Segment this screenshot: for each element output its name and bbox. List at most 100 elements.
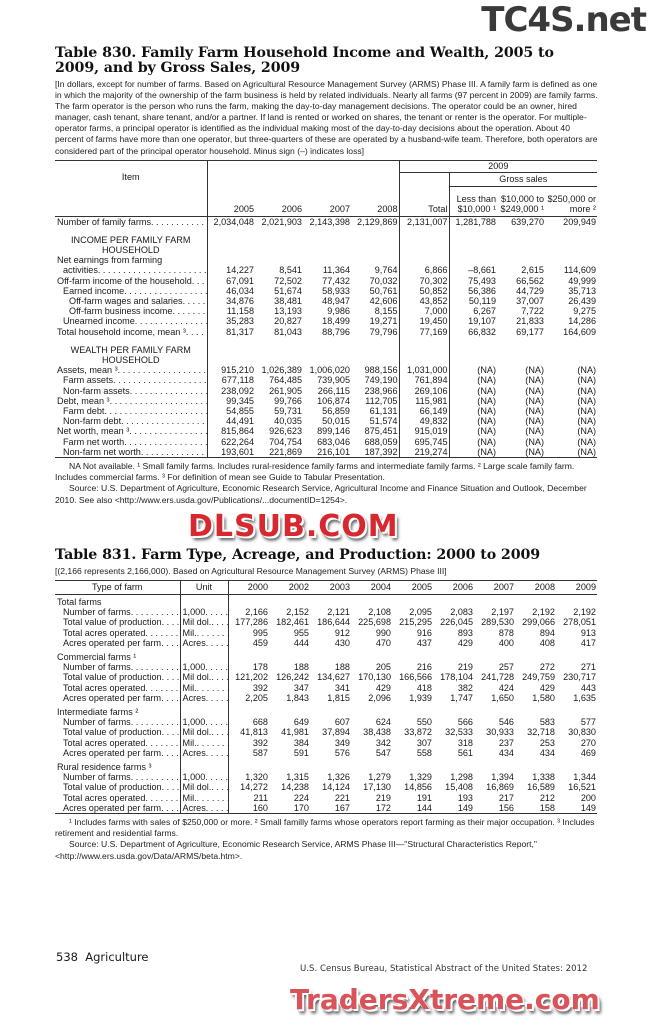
unit-text: 1,000 xyxy=(182,607,206,618)
cell-value: 704,754 xyxy=(269,436,302,447)
cell-value: 30,933 xyxy=(486,727,514,738)
unit-text: Mil dol. xyxy=(182,672,212,683)
cell-value: 21,833 xyxy=(516,316,544,327)
cell-value: 149 xyxy=(457,802,473,813)
cell-value: 14,856 xyxy=(404,782,432,793)
row-label: Off-farm wages and salaries xyxy=(55,296,207,306)
cell-value: 2,192 xyxy=(573,607,596,618)
cell-value: 1,635 xyxy=(573,692,596,703)
cell-value: 1,298 xyxy=(450,772,473,783)
table-row: Number of farms 1,000 178 188 188 205 216 219 25… xyxy=(55,662,597,673)
table-831-footnotes: ¹ Includes farms with sales of $250,000 … xyxy=(55,817,600,862)
cell-value: 191 xyxy=(416,792,432,803)
cell-value: 266,115 xyxy=(317,385,350,396)
cell-value: 566 xyxy=(457,717,473,728)
section-heading: WEALTH PER FAMILY FARM HOUSEHOLD xyxy=(70,344,191,365)
cell-value: 2,095 xyxy=(409,607,432,618)
cell-value: 2,205 xyxy=(227,692,269,703)
cell-value: 424 xyxy=(498,682,514,693)
cell-value: (NA) xyxy=(448,365,497,376)
cell-value: 216 xyxy=(416,662,432,673)
cell-value: 30,830 xyxy=(568,727,596,738)
cell-value: 1,338 xyxy=(532,772,555,783)
row-label-text: Farm assets xyxy=(63,375,114,386)
cell-value: 253 xyxy=(539,737,555,748)
cell-value: 224 xyxy=(293,792,309,803)
cell-value: 915,019 xyxy=(398,426,449,437)
cell-value: 216,101 xyxy=(317,446,350,457)
cell-value: 170 xyxy=(293,802,309,813)
table-row: Off-farm income of the household 67,091 72… xyxy=(55,275,597,286)
header-2009: 2009 xyxy=(398,160,598,173)
cell-value: 550 xyxy=(416,717,432,728)
row-label: Off-farm income of the household xyxy=(55,276,207,286)
cell-value: 1,329 xyxy=(409,772,432,783)
cell-value: 215,295 xyxy=(399,617,432,628)
cell-value: 134,627 xyxy=(317,672,350,683)
cell-value: 270 xyxy=(580,737,596,748)
cell-value: 156 xyxy=(498,802,514,813)
cell-value: 226,045 xyxy=(440,617,473,628)
cell-value: 44,491 xyxy=(206,416,255,427)
cell-value: 1,281,788 xyxy=(448,216,497,227)
table-830-footnotes: NA Not available. ¹ Small family farms. … xyxy=(55,461,600,506)
cell-value: (NA) xyxy=(525,406,544,417)
cell-value: (NA) xyxy=(577,395,597,406)
cell-value: (NA) xyxy=(448,385,497,396)
column-header: 2005 xyxy=(206,194,255,217)
row-label: Farm net worth xyxy=(55,437,207,447)
cell-value: 2,021,903 xyxy=(261,216,302,227)
cell-value: 8,541 xyxy=(279,265,302,276)
unit-text: Mil. xyxy=(182,792,197,803)
group-heading-row: Total farms xyxy=(55,594,597,608)
cell-value: 186,644 xyxy=(317,617,350,628)
cell-value: 61,131 xyxy=(369,406,398,417)
cell-value: 237 xyxy=(498,737,514,748)
row-label: Acres operated per farm xyxy=(55,748,180,758)
column-header: Total xyxy=(398,194,449,217)
cell-value: 41,981 xyxy=(281,727,309,738)
cell-value: 19,107 xyxy=(448,316,497,327)
column-header: Less than $10,000 ¹ xyxy=(448,194,497,217)
table-row: Number of farms 1,000 2,166 2,152 2,121 2,108… xyxy=(55,607,597,618)
cell-value: 193 xyxy=(457,792,473,803)
table-row: Debt, mean ³ 99,345 99,766 106,874 112,70511… xyxy=(55,395,597,407)
cell-value: 66,562 xyxy=(516,275,544,286)
cell-value: 429 xyxy=(375,682,391,693)
cell-value: 211 xyxy=(227,792,269,803)
cell-value: (NA) xyxy=(525,365,544,376)
cell-value: (NA) xyxy=(525,446,544,457)
cell-value: 2,096 xyxy=(368,692,391,703)
cell-value: 48,947 xyxy=(322,295,350,306)
unit-cell: Acres xyxy=(179,802,228,814)
cell-value: 37,894 xyxy=(322,727,350,738)
cell-value: 11,364 xyxy=(322,265,350,276)
cell-value: 40,035 xyxy=(274,416,302,427)
row-label: Total acres operated xyxy=(55,793,180,803)
row-label: Debt, mean ³ xyxy=(55,396,207,406)
cell-value: (NA) xyxy=(577,426,597,437)
table-row: Net earnings from farming xyxy=(55,255,597,266)
row-label: Total value of production xyxy=(55,782,180,792)
header-year: 2009 xyxy=(575,582,596,593)
cell-value: 43,852 xyxy=(398,295,449,307)
cell-value: 221,869 xyxy=(269,446,302,457)
table-row: Net worth, mean ³ 815,864 926,623 899,146 87… xyxy=(55,426,597,437)
header-year: 2006 xyxy=(452,582,473,593)
cell-value: 35,713 xyxy=(568,285,597,296)
cell-value: 470 xyxy=(375,637,391,648)
header-gross-sales: Gross sales xyxy=(448,172,598,187)
column-header: $10,000 to $249,000 ¹ xyxy=(500,194,544,215)
row-label-text: Farm net worth xyxy=(63,436,125,447)
column-header: $250,000 or more ² xyxy=(547,194,597,215)
cell-value: 668 xyxy=(227,717,269,728)
cell-value: (NA) xyxy=(448,406,497,417)
page-number-section: 538 Agriculture xyxy=(56,950,149,964)
cell-value: 14,227 xyxy=(206,265,255,276)
unit-text: Acres xyxy=(182,747,206,758)
cell-value xyxy=(255,255,303,265)
table-row: Total value of production Mil dol. 14,272 1… xyxy=(55,782,597,793)
cell-value: 209,949 xyxy=(563,216,597,227)
row-label-text: Non-farm assets xyxy=(63,385,130,396)
table-row: Total value of production Mil dol. 177,286… xyxy=(55,617,597,628)
